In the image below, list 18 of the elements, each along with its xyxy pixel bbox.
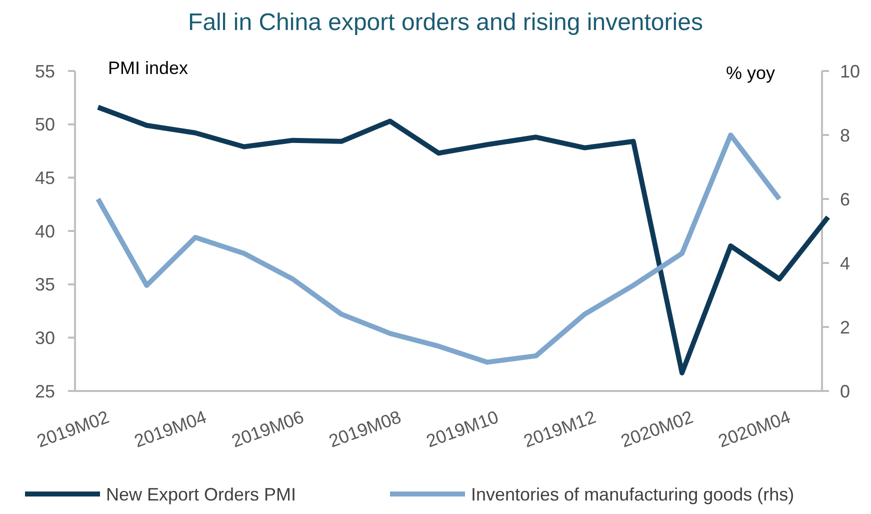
y-axis-title: PMI index	[108, 58, 188, 78]
y2-tick-label: 10	[840, 61, 860, 82]
y2-tick-label: 2	[840, 317, 850, 338]
y-tick-label: 30	[34, 328, 55, 348]
y2-tick-label: 6	[840, 189, 850, 210]
legend-label: New Export Orders PMI	[106, 484, 296, 504]
y2-axis-title: % yoy	[726, 63, 775, 83]
legend-label: Inventories of manufacturing goods (rhs)	[471, 484, 794, 504]
y-tick-label: 25	[34, 381, 55, 402]
y-tick-label: 55	[34, 61, 55, 82]
y-tick-label: 50	[34, 114, 55, 135]
y-tick-label: 40	[34, 221, 55, 242]
y2-tick-label: 0	[840, 381, 850, 402]
y2-tick-label: 4	[840, 253, 850, 274]
y2-tick-label: 8	[840, 125, 850, 146]
chart-title: Fall in China export orders and rising inventories	[188, 9, 703, 36]
y-tick-label: 45	[34, 168, 55, 188]
y-tick-label: 35	[34, 274, 55, 295]
